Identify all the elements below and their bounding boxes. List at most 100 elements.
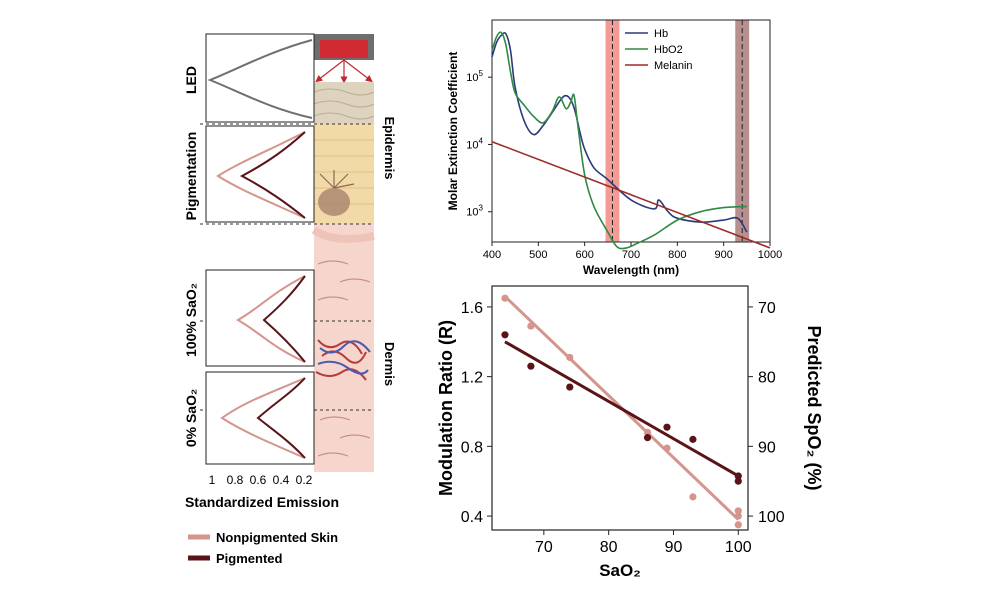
legend-label-nonpigmented: Nonpigmented Skin (216, 530, 338, 545)
epidermis-cells (314, 139, 374, 205)
modulation-ratio-chart: 70 80 90 100 0.4 0.8 1.2 1.6 70 80 90 100 SaO₂ Mo… (436, 285, 824, 580)
corneum-texture (313, 88, 375, 120)
extinction-y-label: Molar Extinction Coefficient (446, 52, 460, 211)
x-tick-500: 500 (529, 249, 547, 261)
legend-label-hbo2: HbO2 (654, 44, 683, 56)
scatter-y-ticks: 0.4 0.8 1.2 1.6 (461, 300, 492, 526)
emission-box-0-sao2 (205, 371, 315, 465)
extinction-y-ticks: 103 104 105 (466, 69, 492, 219)
x-tick-400: 400 (483, 249, 501, 261)
spo2-tick-100: 100 (758, 509, 785, 526)
row-label-100-sao2: 100% SaO₂ (183, 283, 199, 357)
collagen-fibers (317, 260, 371, 457)
legend-label-pigmented: Pigmented (216, 551, 283, 566)
series-hbo2-line (491, 31, 747, 250)
scatter-x-label: SaO₂ (599, 561, 641, 580)
legend-label-melanin: Melanin (654, 60, 693, 72)
layer-label-epidermis: Epidermis (382, 117, 397, 180)
sat-x-tick-70: 70 (535, 539, 553, 556)
panel-a-skin-schematic: LED Pigmentation 100% SaO₂ 0% SaO₂ Epide… (183, 33, 397, 566)
point-nonpigmented-skin-6 (734, 507, 742, 515)
extinction-legend: Hb HbO2 Melanin (625, 28, 693, 72)
extinction-chart: 400 500 600 700 800 900 1000 103 104 105 Wavelen… (446, 19, 782, 277)
melanocyte (318, 188, 350, 216)
nonpigmented-emission-curve-100 (236, 275, 306, 363)
x-tick-600: 600 (575, 249, 593, 261)
point-pigmented-6 (734, 472, 742, 480)
skin-layers-illustration (200, 34, 375, 472)
x-tick-1000: 1000 (758, 249, 782, 261)
spo2-tick-80: 80 (758, 370, 776, 387)
fit-line-pigmented (504, 340, 740, 478)
x-tick-700: 700 (622, 249, 640, 261)
pigmented-emission-curve (239, 131, 306, 219)
spo2-tick-90: 90 (758, 439, 776, 456)
point-nonpigmented-skin-1 (527, 322, 535, 330)
y-tick-1e4: 104 (466, 136, 483, 151)
extinction-series (491, 31, 771, 250)
emission-box-100-sao2 (205, 269, 315, 367)
sat-x-tick-80: 80 (600, 539, 618, 556)
point-nonpigmented-skin-8 (734, 521, 742, 529)
point-pigmented-5 (689, 435, 697, 443)
y-tick-1e5: 105 (466, 69, 483, 84)
light-ray-right (343, 59, 373, 83)
point-nonpigmented-skin-3 (643, 428, 652, 436)
venous-vessels (317, 340, 371, 375)
point-pigmented-7 (734, 477, 742, 485)
dermis-boundary (311, 226, 375, 243)
scatter-fit-lines (503, 295, 740, 521)
nonpigmented-emission-curve-0 (220, 377, 306, 459)
point-pigmented-3 (643, 434, 652, 442)
extinction-x-ticks: 400 500 600 700 800 900 1000 (483, 242, 782, 261)
series-melanin-line (491, 140, 771, 249)
layer-label-dermis: Dermis (382, 342, 397, 386)
light-ray-left (315, 59, 345, 83)
r-tick-0.4: 0.4 (461, 509, 483, 526)
emission-box-pigmentation (205, 125, 315, 223)
scatter-x-ticks: 70 80 90 100 (535, 530, 752, 556)
emission-tick-0.4: 0.4 (273, 473, 290, 487)
nonpigmented-emission-curve (216, 131, 306, 219)
point-nonpigmented-skin-2 (566, 353, 574, 362)
scatter-y2-ticks: 70 80 90 100 (748, 300, 785, 526)
y-tick-1e3: 103 (466, 204, 483, 219)
emission-tick-0.2: 0.2 (296, 473, 313, 487)
point-nonpigmented-skin-7 (734, 512, 742, 520)
scatter-plot-frame (491, 285, 749, 531)
band-940nm (735, 20, 750, 242)
point-pigmented-0 (501, 331, 509, 339)
emission-box-led (205, 33, 315, 123)
emission-x-label: Standardized Emission (185, 494, 339, 510)
pigmented-emission-curve-0 (256, 377, 306, 459)
pigmented-emission-curve-100 (262, 275, 306, 363)
emission-tick-0.6: 0.6 (250, 473, 267, 487)
extinction-plot-frame (491, 19, 771, 243)
r-tick-1.6: 1.6 (461, 300, 483, 317)
melanocyte-dendrites (319, 170, 355, 189)
point-nonpigmented-skin-0 (501, 294, 509, 302)
row-label-led: LED (183, 66, 199, 94)
emission-tick-0.8: 0.8 (227, 473, 244, 487)
dermis-layer (314, 224, 374, 472)
point-pigmented-4 (663, 423, 671, 431)
x-tick-900: 900 (714, 249, 732, 261)
led-emitter (320, 40, 368, 58)
extinction-x-label: Wavelength (nm) (583, 263, 679, 277)
panel-a-legend: Nonpigmented Skin Pigmented (188, 530, 338, 566)
series-hb-line (491, 32, 748, 233)
row-label-0-sao2: 0% SaO₂ (183, 389, 199, 447)
point-nonpigmented-skin-5 (689, 493, 697, 501)
emission-tick-1: 1 (209, 473, 216, 487)
r-tick-1.2: 1.2 (461, 370, 483, 387)
led-emission-curve (207, 39, 313, 119)
spo2-tick-70: 70 (758, 300, 776, 317)
sat-x-tick-90: 90 (665, 539, 683, 556)
r-tick-0.8: 0.8 (461, 439, 483, 456)
x-tick-800: 800 (668, 249, 686, 261)
row-label-pigmentation: Pigmentation (183, 132, 199, 221)
point-pigmented-1 (527, 362, 535, 370)
legend-label-hb: Hb (654, 28, 668, 40)
sat-x-tick-100: 100 (725, 539, 752, 556)
